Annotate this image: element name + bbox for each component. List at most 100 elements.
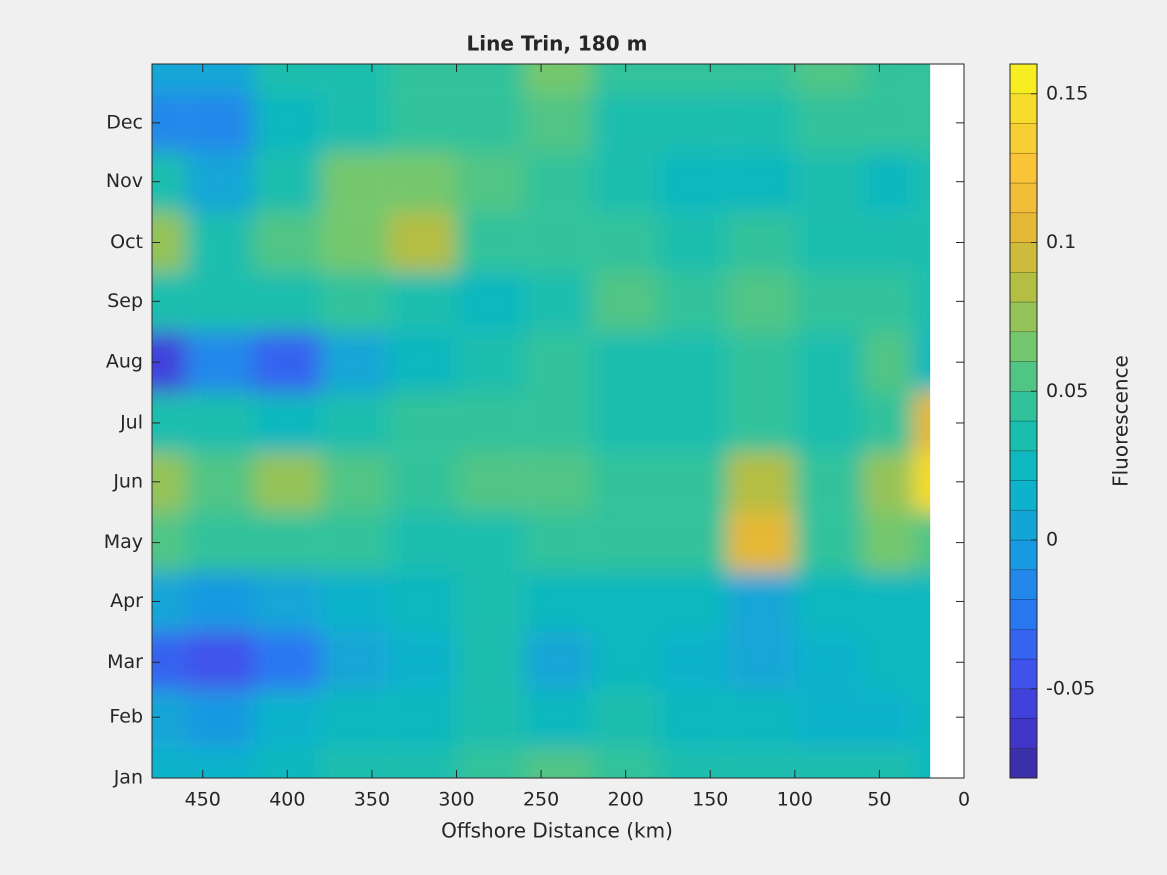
field-cell — [185, 747, 254, 778]
field-cell — [253, 631, 322, 690]
field-cell — [524, 152, 592, 213]
field-cell — [727, 631, 795, 690]
field-cell — [253, 512, 322, 573]
field-cell — [659, 64, 728, 94]
field-cell — [913, 392, 931, 453]
colorbar-band — [1009, 152, 1038, 184]
field-cell — [321, 689, 389, 748]
colorbar-band — [1009, 628, 1038, 660]
field-cell — [388, 631, 457, 690]
field-cell — [794, 331, 863, 393]
field-cell — [253, 152, 322, 213]
field-cell — [913, 271, 931, 332]
field-cell — [388, 152, 457, 213]
field-cell — [524, 271, 592, 332]
field-cell — [862, 152, 914, 213]
y-tick-label: May — [104, 531, 143, 553]
field-cell — [659, 572, 728, 632]
field-cell — [321, 64, 389, 94]
field-cell — [659, 631, 728, 690]
field-cell — [321, 271, 389, 332]
field-cell — [185, 271, 254, 332]
field-cell — [727, 392, 795, 453]
field-cell — [524, 331, 592, 393]
field-cell — [253, 392, 322, 453]
colorbar-band — [1009, 539, 1038, 571]
field-cell — [456, 512, 525, 573]
field-cell — [862, 64, 914, 94]
field-cell — [253, 212, 322, 272]
field-cell — [659, 512, 728, 573]
field-cell — [794, 152, 863, 213]
field-cell — [388, 747, 457, 778]
field-cell — [862, 452, 914, 513]
y-tick-label: Dec — [106, 111, 143, 133]
x-tick-label: 250 — [523, 789, 559, 811]
field-cell — [456, 331, 525, 393]
field-cell — [727, 689, 795, 748]
y-tick-label: Feb — [109, 706, 143, 728]
field-cell — [591, 392, 660, 453]
field-cell — [913, 512, 931, 573]
field-cell — [185, 212, 254, 272]
y-tick-label: Nov — [106, 170, 143, 192]
field-cell — [862, 331, 914, 393]
field-cell — [591, 631, 660, 690]
field-cell — [456, 747, 525, 778]
field-cell — [321, 512, 389, 573]
field-cell — [524, 93, 592, 153]
field-cell — [913, 572, 931, 632]
field-cell — [794, 392, 863, 453]
field-cell — [524, 392, 592, 453]
field-cell — [727, 747, 795, 778]
field-cell — [253, 331, 322, 393]
field-cell — [456, 152, 525, 213]
colorbar-band — [1009, 182, 1038, 214]
field-cell — [862, 689, 914, 748]
colorbar-band — [1009, 658, 1038, 690]
field-cell — [591, 572, 660, 632]
colorbar-band — [1009, 242, 1038, 273]
field-cell — [659, 747, 728, 778]
field-cell — [794, 93, 863, 153]
field-cell — [456, 452, 525, 513]
field-cell — [321, 152, 389, 213]
field-cell — [794, 212, 863, 272]
y-tick-label: Oct — [110, 231, 143, 253]
field-cell — [456, 631, 525, 690]
field-cell — [591, 331, 660, 393]
field-cell — [524, 452, 592, 513]
colorbar-band — [1009, 361, 1038, 392]
field-cell — [456, 212, 525, 272]
field-cell — [253, 572, 322, 632]
field-cell — [185, 689, 254, 748]
field-cell — [524, 631, 592, 690]
field-cell — [591, 452, 660, 513]
field-cell — [913, 152, 931, 213]
field-cell — [253, 271, 322, 332]
colorbar-tick-label: 0.15 — [1046, 82, 1088, 104]
field-cell — [727, 331, 795, 393]
field-cell — [727, 93, 795, 153]
field-cell — [321, 747, 389, 778]
field-cell — [185, 392, 254, 453]
x-tick-label: 0 — [958, 789, 970, 811]
field-cell — [388, 93, 457, 153]
colorbar-band — [1009, 390, 1038, 422]
field-cell — [524, 689, 592, 748]
field-cell — [591, 512, 660, 573]
colorbar-band — [1009, 212, 1038, 243]
colorbar-band — [1009, 599, 1038, 630]
field-cell — [913, 631, 931, 690]
field-cell — [913, 331, 931, 393]
field-cell — [862, 512, 914, 573]
x-tick-label: 350 — [354, 789, 390, 811]
colorbar-band — [1009, 331, 1038, 362]
x-tick-label: 100 — [777, 789, 813, 811]
field-cell — [185, 512, 254, 573]
field-cell — [524, 747, 592, 778]
field-cell — [591, 689, 660, 748]
field — [152, 64, 931, 778]
field-cell — [388, 331, 457, 393]
